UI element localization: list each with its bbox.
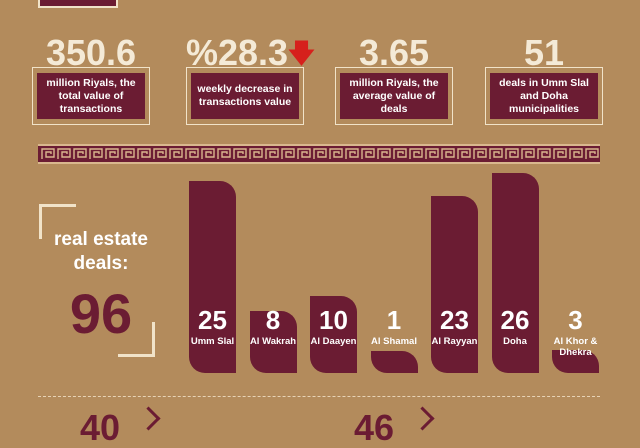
stat-value-wrap: %28.3🡇 [186, 32, 315, 73]
stat-deals-count: 51 deals in Umm Slal and Doha municipali… [485, 33, 603, 125]
bar [370, 351, 418, 373]
divider-line [38, 396, 600, 397]
stat-frame [485, 67, 603, 125]
chevron-right-icon [410, 406, 435, 431]
bar-value-label: 26 [500, 305, 530, 335]
stat-value: 3.65 [358, 32, 430, 73]
bar [249, 311, 297, 373]
bar-value-label: 3 [568, 305, 583, 335]
arrow-down-icon: 🡇 [288, 38, 315, 68]
stat-value: %28.3 [186, 32, 289, 73]
greek-key-pattern-icon [41, 148, 599, 159]
stat-description: million Riyals, the average value of dea… [340, 73, 448, 119]
stat-description: million Riyals, the total value of trans… [37, 73, 145, 119]
stat-frame [335, 67, 453, 125]
bar-value-label: 25 [198, 305, 227, 335]
bar-category-label: Al Rayyan [431, 336, 478, 347]
stat-weekly-decrease: %28.3🡇 weekly decrease in transactions v… [186, 32, 315, 125]
bar-value-label: 8 [265, 305, 281, 335]
corner-bracket-top-left [39, 204, 76, 239]
deals-total: 96 [69, 282, 133, 345]
decorative-band [38, 144, 600, 164]
stat-frame [32, 67, 150, 125]
stat-value: 350.6 [45, 32, 137, 73]
stat-frame [186, 67, 304, 125]
bottom-number: 46 [354, 407, 395, 448]
bar-category-label: Al Khor & Dhekra [553, 336, 598, 358]
bar [310, 296, 357, 373]
stat-value: 51 [523, 32, 565, 73]
bar [491, 173, 539, 373]
bar-value-label: 23 [440, 305, 469, 335]
stat-average-value: 3.65 million Riyals, the average value o… [335, 33, 453, 125]
bar [431, 196, 478, 373]
stat-total-value: 350.6 million Riyals, the total value of… [32, 33, 150, 125]
header-box [38, 0, 118, 8]
deals-label: real estate deals: [53, 229, 148, 274]
corner-bracket-bottom-right [118, 322, 155, 357]
bottom-number: 40 [80, 407, 121, 448]
bar [189, 180, 236, 373]
bar-value-label: 10 [319, 305, 348, 335]
bar-category-label: Al Wakrah [249, 336, 297, 347]
bar-category-label: Al Daayen [310, 336, 357, 347]
stat-description: deals in Umm Slal and Doha municipalitie… [490, 73, 598, 119]
bar-value-label: 1 [386, 305, 402, 335]
bar-category-label: Doha [503, 336, 527, 347]
stat-description: weekly decrease in transactions value [191, 73, 299, 119]
bar [552, 349, 599, 373]
bar-category-label: Umm Slal [190, 336, 235, 347]
bar-category-label: Al Shamal [371, 336, 417, 347]
chevron-right-icon [136, 406, 161, 431]
